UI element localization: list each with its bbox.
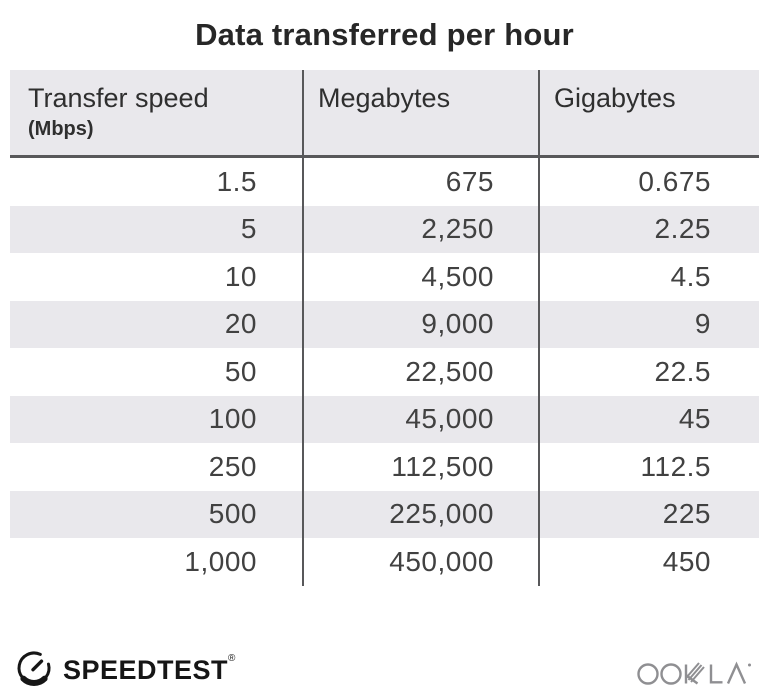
cell-gigabytes: 225 <box>538 490 759 538</box>
cell-megabytes: 4,500 <box>302 253 538 301</box>
header-transfer-speed-label: Transfer speed <box>28 83 209 113</box>
table-row: 500 225,000 225 <box>10 490 759 538</box>
cell-megabytes: 45,000 <box>302 395 538 443</box>
table-header-row: Transfer speed (Mbps) Megabytes Gigabyte… <box>10 70 759 158</box>
speedtest-wordmark: SPEEDTEST® <box>63 653 236 686</box>
cell-megabytes: 225,000 <box>302 490 538 538</box>
cell-gigabytes: 45 <box>538 395 759 443</box>
cell-megabytes: 9,000 <box>302 300 538 348</box>
ookla-logo <box>637 654 757 686</box>
cell-speed: 1,000 <box>184 545 257 577</box>
cell-gigabytes: 4.5 <box>538 253 759 301</box>
cell-megabytes: 112,500 <box>302 443 538 491</box>
header-gigabytes: Gigabytes <box>538 70 759 155</box>
table-row: 250 112,500 112.5 <box>10 443 759 491</box>
cell-gigabytes: 22.5 <box>538 348 759 396</box>
cell-gigabytes: 2.25 <box>538 205 759 253</box>
cell-gigabytes: 112.5 <box>538 443 759 491</box>
cell-speed: 10 <box>224 260 257 292</box>
speedtest-label: SPEEDTEST <box>63 655 229 685</box>
header-transfer-speed-unit: (Mbps) <box>28 118 94 140</box>
cell-megabytes: 450,000 <box>302 538 538 586</box>
cell-megabytes: 2,250 <box>302 205 538 253</box>
data-table: Transfer speed (Mbps) Megabytes Gigabyte… <box>10 70 759 586</box>
table-row: 20 9,000 9 <box>10 300 759 348</box>
cell-gigabytes: 450 <box>538 538 759 586</box>
cell-megabytes: 675 <box>302 158 538 206</box>
table-row: 1,000 450,000 450 <box>10 538 759 586</box>
speedtest-gauge-icon <box>14 647 54 692</box>
table-row: 1.5 675 0.675 <box>10 158 759 206</box>
table-row: 10 4,500 4.5 <box>10 253 759 301</box>
header-megabytes: Megabytes <box>302 70 538 155</box>
cell-gigabytes: 0.675 <box>538 158 759 206</box>
page-title: Data transferred per hour <box>195 17 574 52</box>
table-row: 100 45,000 45 <box>10 395 759 443</box>
cell-speed: 250 <box>208 450 257 482</box>
cell-speed: 1.5 <box>216 165 257 197</box>
cell-megabytes: 22,500 <box>302 348 538 396</box>
table-row: 5 2,250 2.25 <box>10 205 759 253</box>
cell-gigabytes: 9 <box>538 300 759 348</box>
table-row: 50 22,500 22.5 <box>10 348 759 396</box>
ookla-wordmark-icon <box>637 661 751 685</box>
registered-trademark: ® <box>228 653 236 664</box>
cell-speed: 5 <box>240 213 257 245</box>
cell-speed: 50 <box>224 355 257 387</box>
speedtest-logo: SPEEDTEST® <box>14 647 236 692</box>
cell-speed: 500 <box>208 498 257 530</box>
header-transfer-speed: Transfer speed (Mbps) <box>10 70 302 155</box>
footer: SPEEDTEST® <box>14 647 757 692</box>
registered-trademark <box>748 663 751 666</box>
cell-speed: 100 <box>208 403 257 435</box>
cell-speed: 20 <box>224 308 257 340</box>
